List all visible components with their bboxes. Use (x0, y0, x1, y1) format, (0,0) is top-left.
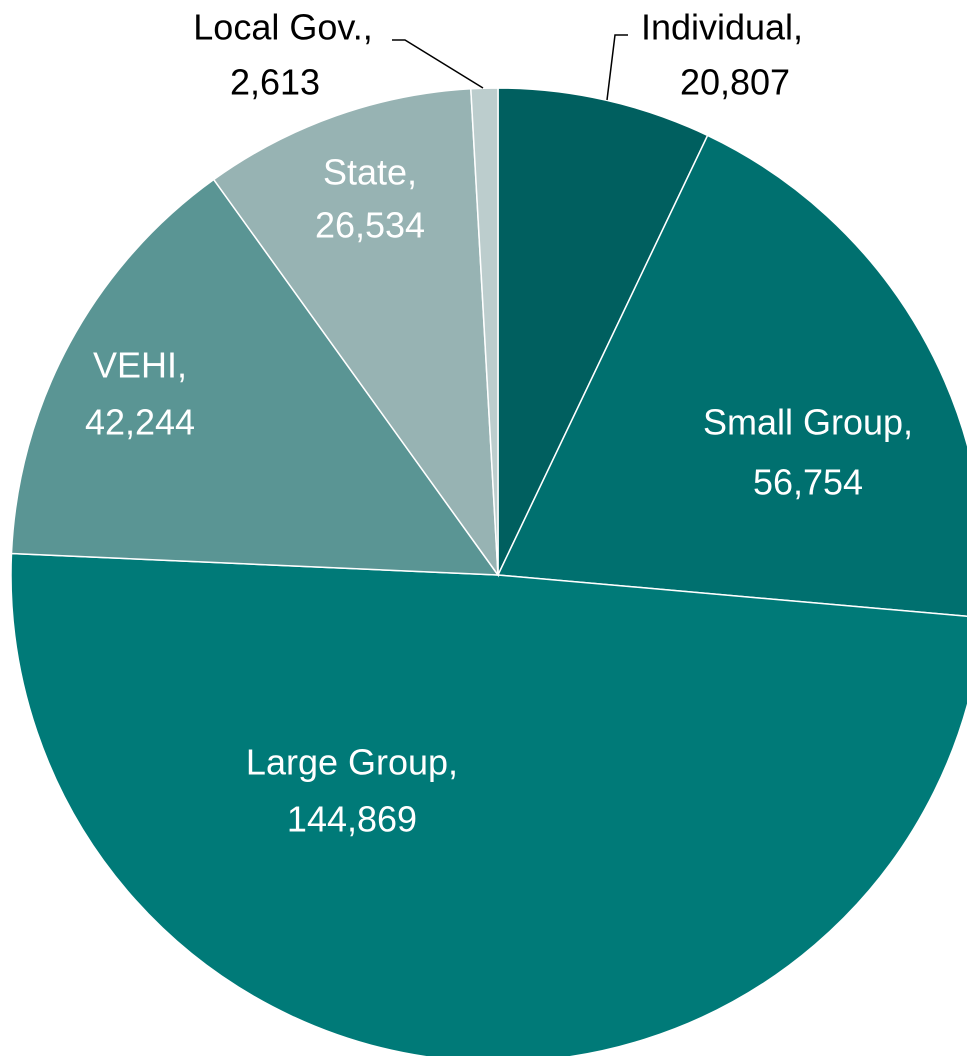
pie-slice (496, 134, 967, 618)
leader-line (606, 34, 628, 101)
slice-label: Local Gov., (193, 7, 372, 48)
slice-value-label: 144,869 (287, 799, 417, 840)
pie-slice (10, 552, 967, 1056)
slice-label: VEHI, (93, 345, 187, 386)
slice-value-label: 42,244 (85, 402, 195, 443)
slice-value-label: 26,534 (315, 205, 425, 246)
slice-label: Large Group, (246, 742, 458, 783)
pie-slice (497, 87, 709, 576)
slice-label: Individual, (641, 7, 803, 48)
slice-label: State, (323, 152, 417, 193)
pie-slice (212, 87, 499, 578)
slice-value-label: 2,613 (230, 62, 320, 103)
slice-value-label: 20,807 (680, 62, 790, 103)
pie-slice (10, 178, 500, 576)
slice-value-label: 56,754 (753, 462, 863, 503)
slice-label: Small Group, (703, 402, 913, 443)
leader-line (392, 39, 484, 89)
pie-slice (470, 87, 499, 576)
